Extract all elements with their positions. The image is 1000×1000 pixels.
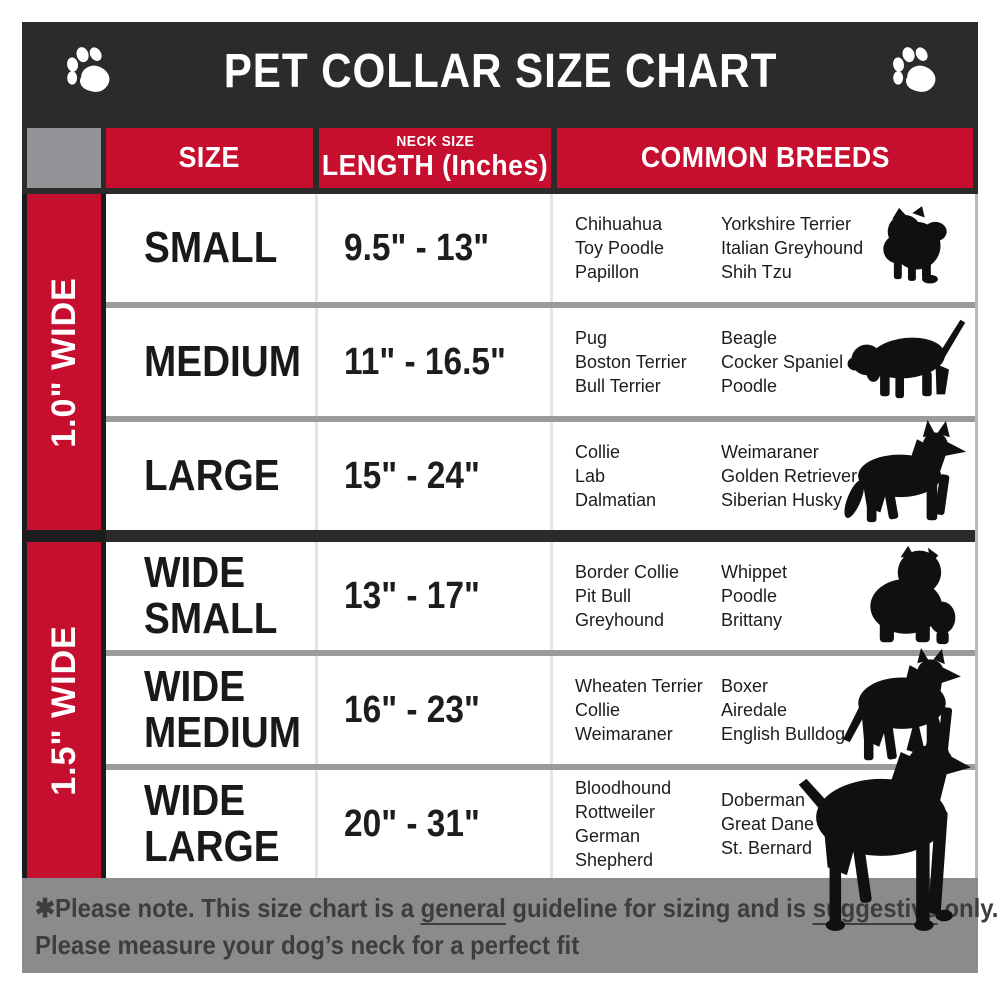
chart-sheet: PET COLLAR SIZE CHART SIZE xyxy=(22,22,999,973)
underlined-word: general xyxy=(420,893,506,925)
neck-length-value: 16" - 23" xyxy=(344,688,480,731)
width-section-strip: 1.0" WIDE 1.5" WIDE xyxy=(22,194,106,878)
table-body: 1.0" WIDE 1.5" WIDE SMALL 9.5" - 13" C xyxy=(22,194,978,931)
title-bar: PET COLLAR SIZE CHART xyxy=(22,22,978,120)
beagle-dog-icon xyxy=(841,314,967,402)
fluffy-small-dog-icon xyxy=(871,204,959,290)
shepherd-dog-icon xyxy=(837,418,969,526)
size-cell: SMALL xyxy=(106,194,318,302)
footer-line-2: Please measure your dog’s neck for a per… xyxy=(35,930,580,960)
breeds-column-2: Doberman Great Dane St. Bernard xyxy=(721,790,815,858)
breeds-column-1: Bloodhound Rottweiler German Shepherd xyxy=(575,778,672,870)
column-header-breeds: COMMON BREEDS xyxy=(557,128,973,188)
neck-length-cell: 15" - 24" xyxy=(318,422,553,530)
breeds-column-1: Pug Boston Terrier Bull Terrier xyxy=(575,328,687,396)
breeds-column-1: Chihuahua Toy Poodle Papillon xyxy=(575,214,665,282)
column-header-length: NECK SIZE LENGTH (Inches) xyxy=(319,128,551,188)
side-label: 1.5" WIDE xyxy=(44,624,83,796)
size-cell: MEDIUM xyxy=(106,308,318,416)
page-title: PET COLLAR SIZE CHART xyxy=(223,44,777,98)
neck-length-value: 13" - 17" xyxy=(344,574,480,617)
neck-length-cell: 9.5" - 13" xyxy=(318,194,553,302)
footer-note: ✱Please note. This size chart is a gener… xyxy=(22,878,999,973)
neck-size-label: NECK SIZE xyxy=(396,133,474,150)
row-divider xyxy=(106,764,975,770)
neck-length-cell: 13" - 17" xyxy=(318,542,553,650)
table-row-small: SMALL 9.5" - 13" Chihuahua Toy Poodle Pa… xyxy=(106,194,975,302)
corner-cell xyxy=(27,128,101,188)
side-label: 1.0" WIDE xyxy=(44,276,83,448)
size-label: WIDE SMALL xyxy=(144,547,278,643)
breeds-cell: Pug Boston Terrier Bull Terrier Beagle C… xyxy=(553,308,975,416)
breeds-column-2: Beagle Cocker Spaniel Poodle xyxy=(721,328,844,396)
breeds-column-2: Boxer Airedale English Bulldog xyxy=(721,676,846,744)
breeds-cell: Collie Lab Dalmatian Weimaraner Golden R… xyxy=(553,419,975,530)
size-label: WIDE MEDIUM xyxy=(144,661,302,757)
table-header-row: SIZE NECK SIZE LENGTH (Inches) COMMON BR… xyxy=(22,120,978,194)
size-cell: LARGE xyxy=(106,422,318,530)
footer-line-1: ✱Please note. This size chart is a gener… xyxy=(35,893,999,925)
table-row-wide-large: WIDE LARGE 20" - 31" Bloodhound Rottweil… xyxy=(106,707,975,931)
column-header-size: SIZE xyxy=(106,128,313,188)
breeds-column-1: Collie Lab Dalmatian xyxy=(575,442,657,510)
breeds-cell: Chihuahua Toy Poodle Papillon Yorkshire … xyxy=(553,194,975,302)
breeds-column-1: Border Collie Pit Bull Greyhound xyxy=(575,562,680,630)
neck-length-value: 20" - 31" xyxy=(344,802,480,845)
size-label: SMALL xyxy=(144,222,278,272)
size-cell: WIDE SMALL xyxy=(106,542,318,650)
size-cell: WIDE MEDIUM xyxy=(106,656,318,764)
breeds-cell: Bloodhound Rottweiler German Shepherd Do… xyxy=(553,707,975,931)
neck-length-cell: 20" - 31" xyxy=(318,770,553,878)
size-label: LARGE xyxy=(144,450,280,500)
paw-icon xyxy=(60,46,114,96)
row-divider xyxy=(106,302,975,308)
table-row-large: LARGE 15" - 24" Collie Lab Dalmatian Wei… xyxy=(106,419,975,530)
table-rows: SMALL 9.5" - 13" Chihuahua Toy Poodle Pa… xyxy=(106,194,978,931)
side-section-1-0-wide: 1.0" WIDE xyxy=(27,194,101,530)
breeds-column-2: Yorkshire Terrier Italian Greyhound Shih… xyxy=(721,214,864,282)
row-divider xyxy=(106,416,975,422)
neck-length-cell: 16" - 23" xyxy=(318,656,553,764)
breeds-column-2: Whippet Poodle Brittany xyxy=(721,562,788,630)
bulldog-dog-icon xyxy=(857,544,963,646)
neck-length-value: 15" - 24" xyxy=(344,454,480,497)
row-divider xyxy=(106,650,975,656)
neck-length-value: 9.5" - 13" xyxy=(344,226,490,269)
side-section-1-5-wide: 1.5" WIDE xyxy=(27,542,101,878)
doberman-dog-icon xyxy=(793,700,971,954)
neck-length-value: 11" - 16.5" xyxy=(344,340,506,383)
size-label: MEDIUM xyxy=(144,336,302,386)
section-divider xyxy=(106,530,975,542)
neck-length-cell: 11" - 16.5" xyxy=(318,308,553,416)
table-row-medium: MEDIUM 11" - 16.5" Pug Boston Terrier Bu… xyxy=(106,308,975,416)
size-cell: WIDE LARGE xyxy=(106,770,318,878)
breeds-column-2: Weimaraner Golden Retriever Siberian Hus… xyxy=(721,442,858,510)
paw-icon xyxy=(886,46,940,96)
size-label: WIDE LARGE xyxy=(144,775,280,871)
breeds-cell: Border Collie Pit Bull Greyhound Whippet… xyxy=(553,542,975,650)
table-row-wide-small: WIDE SMALL 13" - 17" Border Collie Pit B… xyxy=(106,542,975,650)
breeds-column-1: Wheaten Terrier Collie Weimaraner xyxy=(575,676,703,744)
